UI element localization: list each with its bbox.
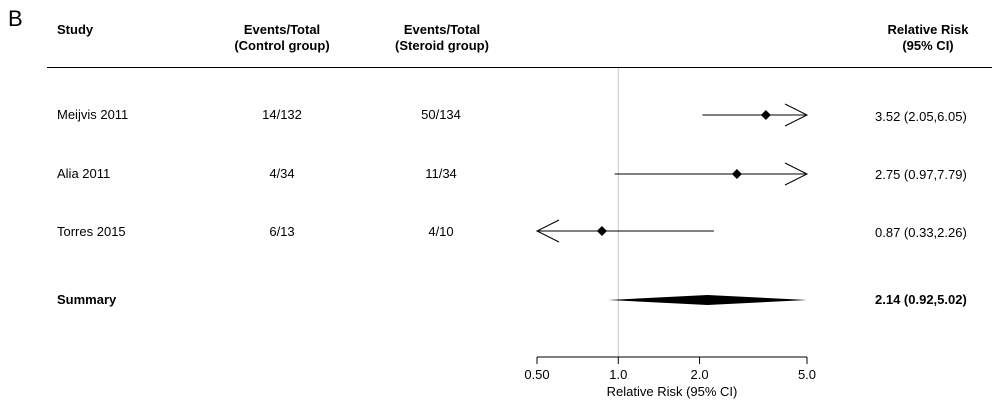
x-tick-label: 0.50 [524, 367, 549, 382]
header-control-group: Events/Total (Control group) [234, 22, 330, 53]
summary-diamond [608, 295, 807, 305]
header-study: Study [57, 22, 94, 37]
row-rr-text: 3.52 (2.05,6.05) [875, 109, 967, 124]
row-steroid-events: 4/10 [428, 224, 454, 239]
point-estimate-marker [596, 226, 607, 236]
x-tick-label: 2.0 [691, 367, 709, 382]
row-control-events: 4/34 [269, 166, 295, 181]
panel-label: B [8, 6, 23, 31]
summary-label: Summary [57, 292, 117, 307]
row-steroid-events: 50/134 [421, 107, 461, 122]
ci-arrow-right [784, 162, 809, 186]
row-study-name: Torres 2015 [57, 224, 126, 239]
header-relative-risk: Relative Risk (95% CI) [887, 22, 969, 53]
header-steroid-group: Events/Total (Steroid group) [395, 22, 489, 53]
x-tick-label: 5.0 [798, 367, 816, 382]
row-rr-text: 0.87 (0.33,2.26) [875, 225, 967, 240]
ci-arrow-right [784, 103, 809, 127]
row-study-name: Alia 2011 [57, 166, 111, 181]
point-estimate-marker [731, 169, 742, 179]
row-steroid-events: 11/34 [425, 166, 457, 181]
x-tick-label: 1.0 [609, 367, 627, 382]
row-control-events: 14/132 [262, 107, 302, 122]
row-control-events: 6/13 [269, 224, 295, 239]
point-estimate-marker [760, 110, 771, 120]
x-axis-label: Relative Risk (95% CI) [607, 384, 738, 399]
row-study-name: Meijvis 2011 [57, 107, 129, 122]
row-rr-text: 2.75 (0.97,7.79) [875, 167, 967, 182]
header-divider [47, 67, 992, 68]
ci-arrow-left [535, 219, 560, 243]
summary-rr-text: 2.14 (0.92,5.02) [875, 292, 967, 307]
